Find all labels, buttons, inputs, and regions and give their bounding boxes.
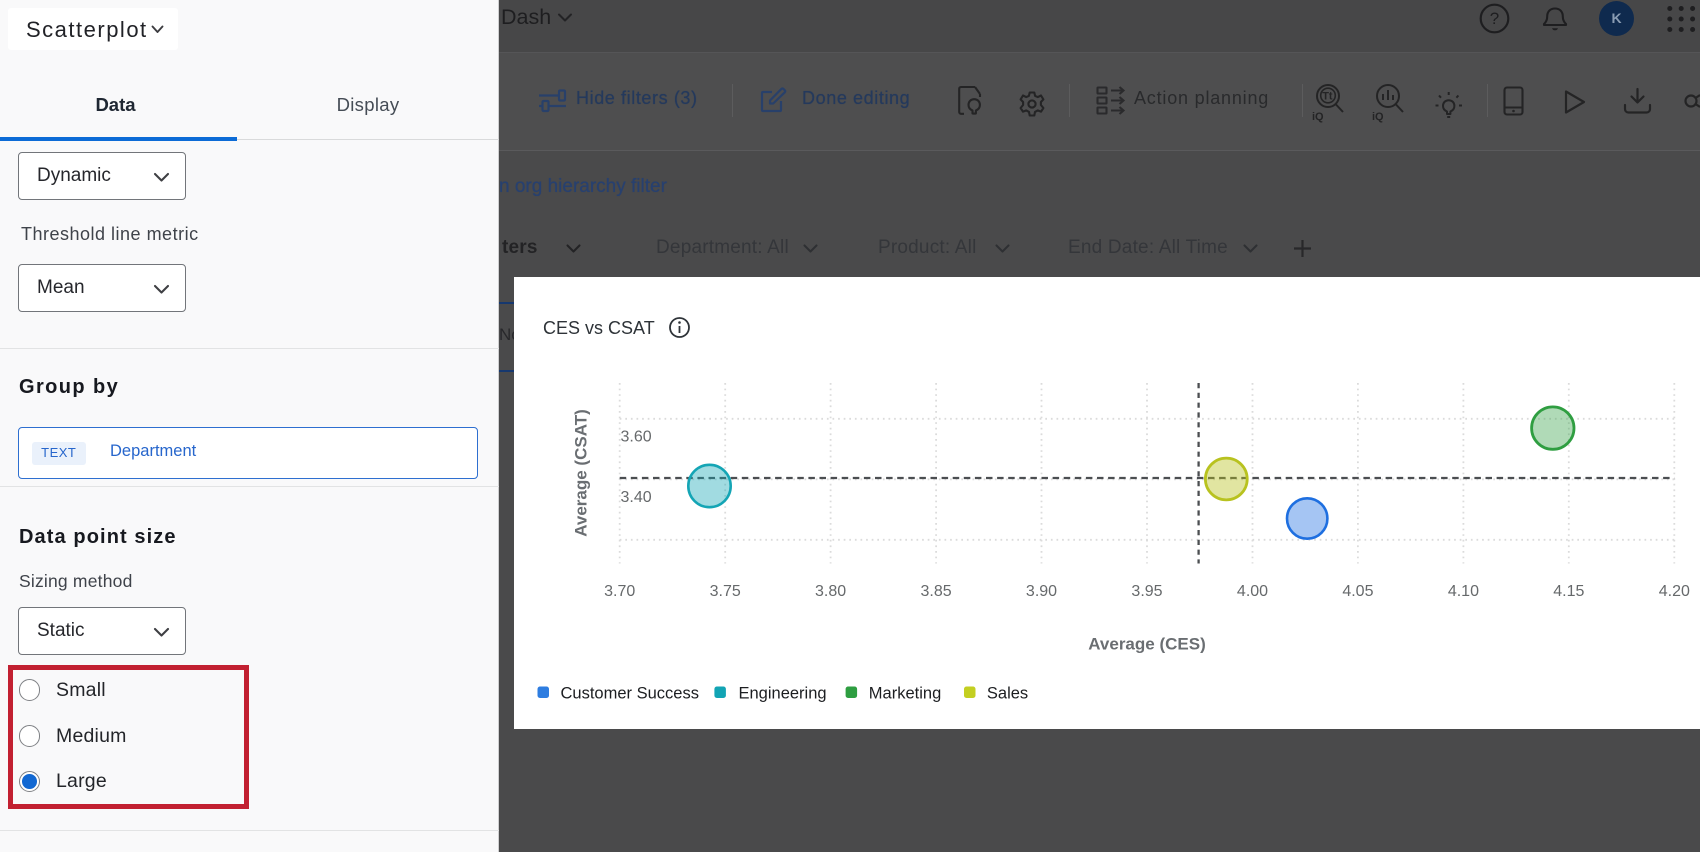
svg-text:3.60: 3.60	[621, 428, 652, 445]
svg-text:3.70: 3.70	[604, 583, 635, 600]
svg-text:Customer Success: Customer Success	[561, 684, 699, 702]
svg-text:3.80: 3.80	[815, 583, 846, 600]
svg-text:iQ: iQ	[1312, 111, 1324, 123]
svg-text:Average (CSAT): Average (CSAT)	[572, 409, 591, 537]
svg-text:?: ?	[1490, 9, 1499, 28]
svg-text:3.75: 3.75	[710, 583, 741, 600]
svg-text:Sales: Sales	[987, 684, 1028, 702]
svg-text:CES vs CSAT: CES vs CSAT	[543, 318, 655, 338]
svg-text:3.95: 3.95	[1131, 583, 1162, 600]
svg-text:4.10: 4.10	[1448, 583, 1479, 600]
svg-text:iQ: iQ	[1372, 111, 1384, 123]
svg-text:Tt: Tt	[1322, 91, 1333, 103]
svg-text:4.15: 4.15	[1553, 583, 1584, 600]
svg-text:3.90: 3.90	[1026, 583, 1057, 600]
svg-text:3.85: 3.85	[921, 583, 952, 600]
svg-text:4.00: 4.00	[1237, 583, 1268, 600]
svg-text:4.20: 4.20	[1659, 583, 1690, 600]
svg-text:4.05: 4.05	[1342, 583, 1373, 600]
svg-text:3.40: 3.40	[621, 489, 652, 506]
svg-text:Average (CES): Average (CES)	[1088, 635, 1205, 654]
svg-text:Engineering: Engineering	[739, 684, 827, 702]
svg-text:Marketing: Marketing	[869, 684, 941, 702]
